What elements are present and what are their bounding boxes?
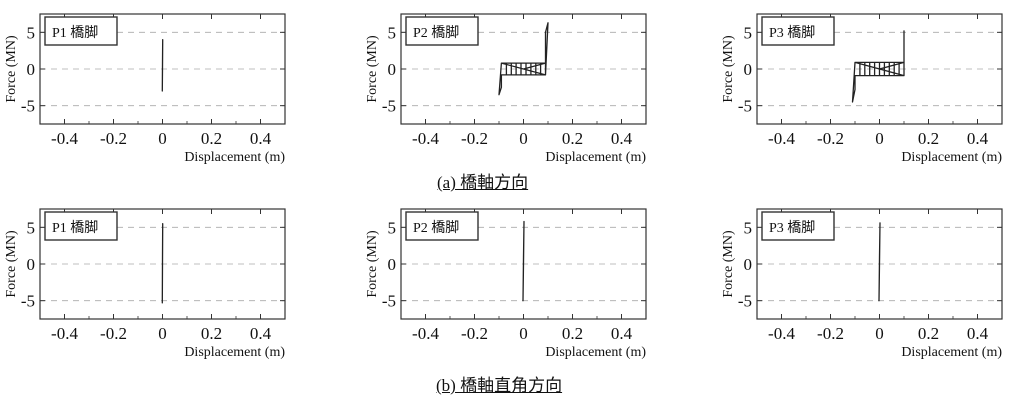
x-tick-label: -0.2 xyxy=(461,324,488,343)
y-axis-title: Force (MN) xyxy=(365,35,380,103)
y-tick-label: 5 xyxy=(744,23,753,42)
chart-panel-3: -0.4 -0.2 0 0.2 0.4 -5 0 5 Displacement (m) Force… xyxy=(721,13,1003,165)
x-tick-label: 0.2 xyxy=(562,129,583,148)
y-tick-label: -5 xyxy=(382,97,396,116)
pier-label-text: P1 橋脚 xyxy=(52,25,98,41)
x-tick-label: -0.4 xyxy=(768,324,795,343)
y-axis-title: Force (MN) xyxy=(365,230,380,298)
x-tick-label: 0.2 xyxy=(918,129,939,148)
x-tick-label: 0.2 xyxy=(918,324,939,343)
pier-label: P1 橋脚 xyxy=(44,211,118,241)
x-tick-label: 0 xyxy=(875,129,884,148)
x-tick-label: 0 xyxy=(158,129,167,148)
x-tick-label: 0.2 xyxy=(562,324,583,343)
pier-label-box xyxy=(44,211,118,241)
x-axis-title: Displacement (m) xyxy=(545,345,646,360)
x-axis-title: Displacement (m) xyxy=(184,345,285,360)
series-line xyxy=(498,22,549,96)
x-tick-label: 0 xyxy=(519,129,528,148)
pier-label: P1 橋脚 xyxy=(44,16,118,46)
series-line xyxy=(851,30,905,103)
x-tick-label: 0.2 xyxy=(201,324,222,343)
x-tick-label: -0.4 xyxy=(412,324,439,343)
pier-label: P3 橋脚 xyxy=(761,16,835,46)
x-tick-label: 0.2 xyxy=(201,129,222,148)
x-tick-label: 0.4 xyxy=(611,129,633,148)
pier-label-box xyxy=(405,211,479,241)
x-tick-label: -0.4 xyxy=(412,129,439,148)
x-axis-title: Displacement (m) xyxy=(901,345,1002,360)
x-axis-title: Displacement (m) xyxy=(184,150,285,165)
y-tick-label: 0 xyxy=(27,255,36,274)
pier-label: P3 橋脚 xyxy=(761,211,835,241)
pier-label-box xyxy=(44,16,118,46)
y-tick-label: 5 xyxy=(744,218,753,237)
x-tick-label: -0.2 xyxy=(461,129,488,148)
y-axis-title: Force (MN) xyxy=(721,230,736,298)
chart-panel-4: -0.4 -0.2 0 0.2 0.4 -5 0 5 Displacement (m) Force… xyxy=(4,208,286,360)
y-axis-title: Force (MN) xyxy=(4,230,19,298)
y-tick-label: 5 xyxy=(27,23,36,42)
y-tick-label: -5 xyxy=(21,97,35,116)
pier-label-box xyxy=(761,211,835,241)
x-tick-label: -0.2 xyxy=(817,324,844,343)
chart-panel-6: -0.4 -0.2 0 0.2 0.4 -5 0 5 Displacement (m) Force… xyxy=(721,208,1003,360)
y-tick-label: -5 xyxy=(738,97,752,116)
y-tick-label: 5 xyxy=(27,218,36,237)
pier-label: P2 橋脚 xyxy=(405,16,479,46)
x-tick-label: 0 xyxy=(875,324,884,343)
y-tick-label: 0 xyxy=(388,255,397,274)
x-tick-label: -0.4 xyxy=(51,129,78,148)
x-tick-label: 0.4 xyxy=(250,324,272,343)
y-tick-label: -5 xyxy=(738,292,752,311)
pier-label-box xyxy=(761,16,835,46)
x-tick-label: 0 xyxy=(519,324,528,343)
caption-a: (a) 橋軸方向 xyxy=(437,173,529,192)
pier-label-text: P1 橋脚 xyxy=(52,220,98,236)
x-axis-title: Displacement (m) xyxy=(545,150,646,165)
y-tick-label: 0 xyxy=(388,60,397,79)
pier-label-text: P3 橋脚 xyxy=(769,25,815,41)
y-tick-label: -5 xyxy=(21,292,35,311)
chart-panel-5: -0.4 -0.2 0 0.2 0.4 -5 0 5 Displacement (m) Force… xyxy=(365,208,647,360)
y-axis-title: Force (MN) xyxy=(721,35,736,103)
x-tick-label: 0 xyxy=(158,324,167,343)
pier-label: P2 橋脚 xyxy=(405,211,479,241)
x-tick-label: 0.4 xyxy=(611,324,633,343)
y-tick-label: 0 xyxy=(744,255,753,274)
x-tick-label: -0.2 xyxy=(817,129,844,148)
pier-label-text: P2 橋脚 xyxy=(413,25,459,41)
pier-label-text: P2 橋脚 xyxy=(413,220,459,236)
chart-panel-1: -0.4 -0.2 0 0.2 0.4 -5 0 5 Displacement (m) Force… xyxy=(4,13,286,165)
pier-label-text: P3 橋脚 xyxy=(769,220,815,236)
caption-b: (b) 橋軸直角方向 xyxy=(436,376,563,395)
y-axis-title: Force (MN) xyxy=(4,35,19,103)
x-tick-label: 0.4 xyxy=(967,129,989,148)
x-tick-label: 0.4 xyxy=(967,324,989,343)
y-tick-label: 5 xyxy=(388,23,397,42)
y-tick-label: 0 xyxy=(744,60,753,79)
chart-panel-2: -0.4 -0.2 0 0.2 0.4 -5 0 5 Displacement (m) Force… xyxy=(365,13,647,165)
x-tick-label: 0.4 xyxy=(250,129,272,148)
series-line xyxy=(522,220,525,302)
x-tick-label: -0.2 xyxy=(100,324,127,343)
x-tick-label: -0.4 xyxy=(768,129,795,148)
x-axis-title: Displacement (m) xyxy=(901,150,1002,165)
x-tick-label: -0.2 xyxy=(100,129,127,148)
pier-label-box xyxy=(405,16,479,46)
y-tick-label: -5 xyxy=(382,292,396,311)
x-tick-label: -0.4 xyxy=(51,324,78,343)
series-line xyxy=(878,222,881,302)
y-tick-label: 5 xyxy=(388,218,397,237)
y-tick-label: 0 xyxy=(27,60,36,79)
